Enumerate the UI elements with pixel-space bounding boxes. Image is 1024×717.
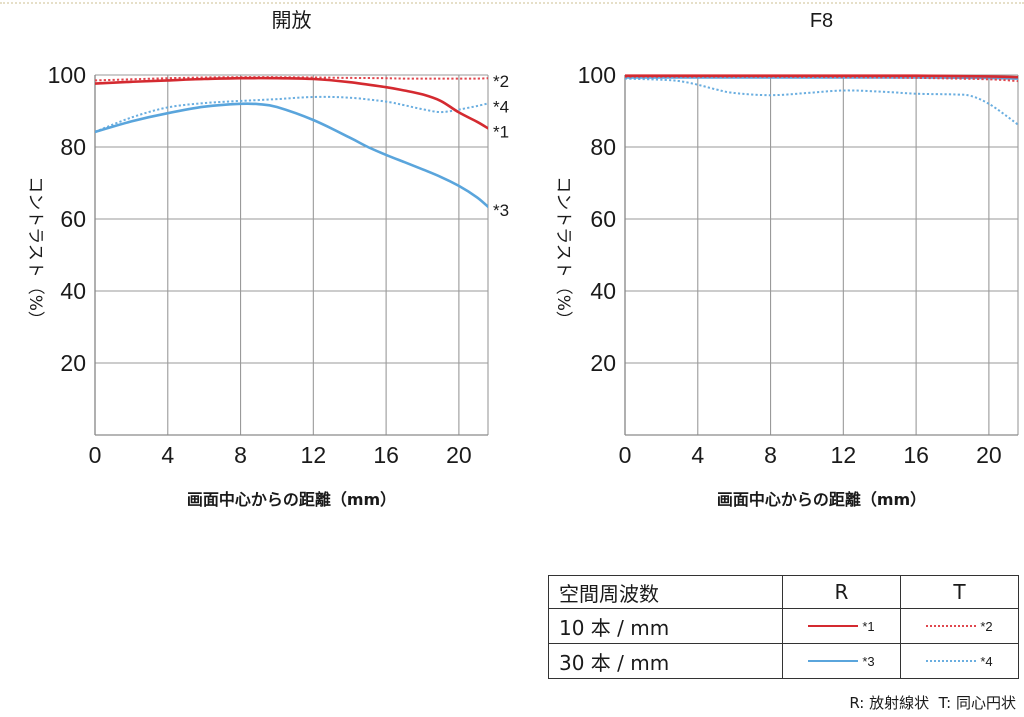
x-tick-label: 4 — [161, 442, 174, 468]
y-tick-label: 20 — [590, 350, 616, 376]
y-tick-label: 80 — [60, 134, 86, 160]
series-line-1 — [95, 76, 488, 130]
series-group — [95, 76, 488, 209]
x-tick-label: 16 — [903, 442, 929, 468]
legend-header-r: R — [782, 575, 901, 609]
y-axis-label: コントラスト（%） — [25, 176, 45, 328]
series-end-label: *2 — [493, 72, 509, 91]
y-tick-label: 80 — [590, 134, 616, 160]
legend-mark: *2 — [980, 618, 993, 634]
chart-title: F8 — [810, 10, 833, 32]
top-border — [0, 0, 1024, 4]
footnote: R: 放射線状 T: 同心円状 — [849, 694, 1016, 712]
legend-cell-t: *2 — [900, 608, 1019, 644]
series-end-label: *4 — [493, 97, 509, 116]
x-tick-label: 12 — [301, 442, 327, 468]
legend-cell-r: *3 — [782, 643, 901, 679]
legend-mark: *3 — [862, 653, 875, 669]
series-line-1 — [625, 74, 1018, 79]
x-tick-label: 12 — [831, 442, 857, 468]
x-tick-label: 0 — [619, 442, 632, 468]
x-tick-label: 4 — [691, 442, 704, 468]
legend-line-sample — [808, 625, 859, 627]
y-tick-label: 20 — [60, 350, 86, 376]
y-axis-label: コントラスト（%） — [553, 176, 573, 328]
series-line-4 — [95, 95, 488, 133]
x-tick-label: 16 — [373, 442, 399, 468]
series-end-label: *3 — [493, 201, 509, 220]
series-line-3 — [95, 102, 488, 209]
legend-row-label: 30 本 / mm — [548, 643, 783, 679]
x-tick-label: 20 — [446, 442, 472, 468]
legend-line-sample — [926, 625, 977, 627]
legend-row: 10 本 / mm *1 *2 — [548, 608, 1019, 644]
legend-mark: *1 — [862, 618, 875, 634]
legend-line-sample — [808, 660, 859, 662]
x-axis-label: 画面中心からの距離（mm） — [717, 490, 926, 509]
chart-1: 開放 20 40 60 80 100 0 4 8 12 16 20 画面中心からの距離（mm） コントラス… — [25, 9, 509, 509]
x-tick-label: 0 — [89, 442, 102, 468]
legend-line-sample — [926, 660, 977, 662]
series-end-label: *1 — [493, 122, 509, 141]
legend-mark: *4 — [980, 653, 993, 669]
y-tick-label: 100 — [48, 62, 86, 88]
chart-2: F8 20 40 60 80 100 0 4 8 12 16 20 画面中心からの距離（mm） コントラス… — [553, 10, 1019, 509]
y-tick-label: 40 — [590, 278, 616, 304]
chart-title: 開放 — [272, 9, 312, 32]
legend-header-frequency: 空間周波数 — [548, 575, 783, 609]
series-group — [625, 74, 1018, 126]
x-axis-label: 画面中心からの距離（mm） — [187, 490, 396, 509]
legend-row-label: 10 本 / mm — [548, 608, 783, 644]
y-tick-label: 60 — [590, 206, 616, 232]
x-tick-label: 20 — [976, 442, 1002, 468]
legend-cell-r: *1 — [782, 608, 901, 644]
y-tick-label: 40 — [60, 278, 86, 304]
legend-header-row: 空間周波数 R T — [548, 575, 1019, 609]
x-tick-label: 8 — [764, 442, 777, 468]
y-tick-label: 60 — [60, 206, 86, 232]
legend-row: 30 本 / mm *3 *4 — [548, 643, 1019, 679]
y-tick-label: 100 — [578, 62, 616, 88]
legend-header-t: T — [900, 575, 1019, 609]
legend-table: 空間周波数 R T 10 本 / mm *1 *2 30 本 / mm — [548, 575, 1019, 679]
series-line-3 — [625, 76, 1018, 80]
x-tick-label: 8 — [234, 442, 247, 468]
legend-cell-t: *4 — [900, 643, 1019, 679]
series-line-4 — [625, 77, 1018, 126]
